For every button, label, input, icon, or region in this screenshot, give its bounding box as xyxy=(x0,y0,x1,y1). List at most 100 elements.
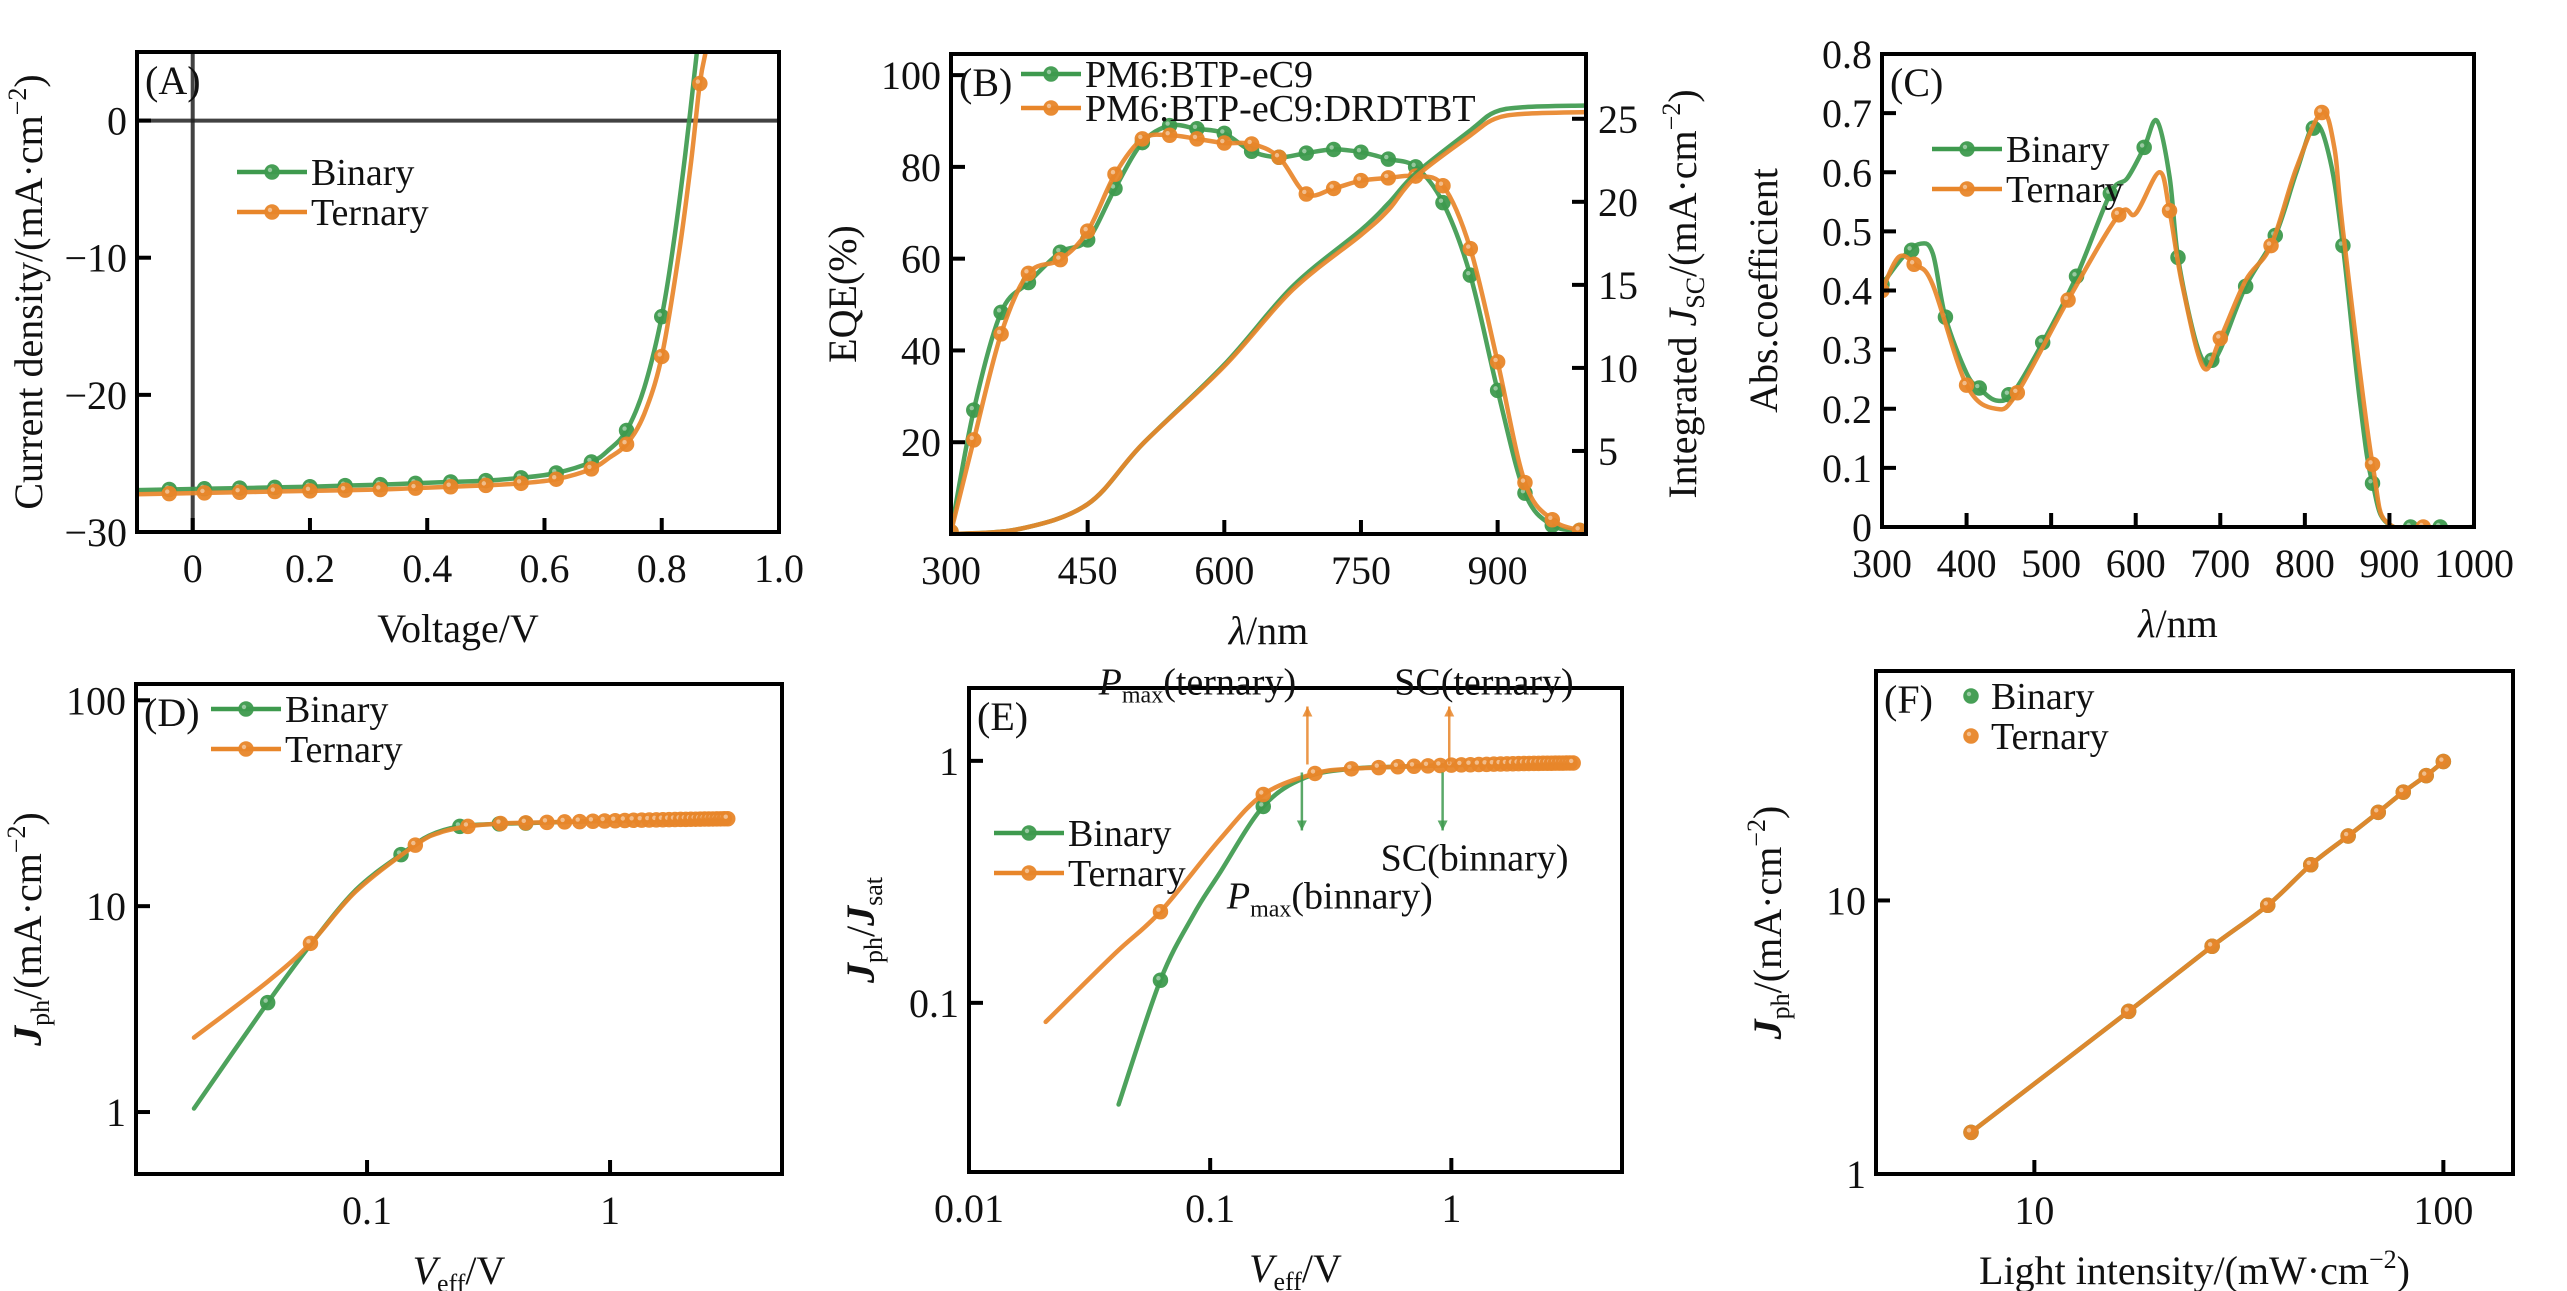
y-tick-label: 0.8 xyxy=(1822,32,1872,77)
legend-item-ternary: Ternary xyxy=(994,853,1186,895)
y-tick-label: 0.1 xyxy=(1822,446,1872,491)
data-point-highlight xyxy=(2004,390,2010,395)
legend-item-ternary: Ternary xyxy=(1963,716,2109,758)
data-point-binary xyxy=(1325,141,1342,158)
data-point-ternary xyxy=(1161,127,1178,143)
chart-panel-c: 300 400 500 600 700 800 900 1000 0 0.1 0.2 0.3 0.4 0.… xyxy=(1741,32,2514,646)
y2-axis-label: Integrated JSC/(mA·cm−2) xyxy=(1657,89,1710,498)
data-point-highlight xyxy=(657,312,662,317)
data-point-highlight xyxy=(1259,790,1264,795)
data-point-ternary xyxy=(302,935,319,952)
y-tick-label: 60 xyxy=(901,237,941,282)
y-tick-label: 1 xyxy=(106,1090,126,1135)
annotation-label: SC(ternary) xyxy=(1394,661,1573,703)
x-tick-label: 1.0 xyxy=(754,546,804,591)
data-point-highlight xyxy=(2343,831,2349,837)
data-point-highlight xyxy=(1156,976,1161,981)
x-tick-label: 0.2 xyxy=(285,546,335,591)
data-point-highlight xyxy=(2207,942,2213,947)
legend-marker-binary xyxy=(1043,66,1059,82)
data-point-highlight xyxy=(270,487,275,492)
data-point-ternary xyxy=(2212,330,2229,347)
data-point-ternary xyxy=(513,475,529,492)
y2-tick-label: 15 xyxy=(1598,263,1638,308)
data-point-binary xyxy=(1971,380,1988,396)
y-axis-label: Current density/(mA·cm−2) xyxy=(3,74,51,509)
data-point-ternary xyxy=(231,484,248,500)
data-point-binary xyxy=(259,994,276,1011)
data-point-ternary xyxy=(1307,765,1323,782)
x-tick-label: 750 xyxy=(1331,548,1391,593)
data-point-highlight xyxy=(1966,731,1972,737)
y2-tick-label: 5 xyxy=(1598,429,1618,474)
x-tick-label: 0.4 xyxy=(402,546,452,591)
data-point-highlight xyxy=(305,486,311,492)
data-point-ternary xyxy=(2259,897,2276,914)
series-line-pm6-btp-ec9-drdtbt xyxy=(951,132,1582,534)
y-tick-label: 40 xyxy=(901,328,941,373)
data-point-highlight xyxy=(2263,901,2268,906)
data-point-highlight xyxy=(1411,162,1416,168)
y-axis-label: Jph/Jsat xyxy=(838,876,888,984)
data-point-highlight xyxy=(969,435,974,441)
legend-label-ternary: Ternary xyxy=(1068,853,1186,895)
data-point-highlight xyxy=(1046,69,1052,75)
data-point-binary xyxy=(2136,139,2152,156)
series-line-binary xyxy=(1116,760,1576,1107)
data-point-ternary xyxy=(2161,202,2178,219)
data-point-highlight xyxy=(2072,272,2077,277)
data-point-ternary xyxy=(2370,804,2386,821)
data-point-highlight xyxy=(1220,138,1225,144)
x-axis-label: λ/nm xyxy=(2137,601,2218,646)
data-point-ternary xyxy=(966,432,982,448)
data-point-highlight xyxy=(2306,860,2311,866)
data-point-highlight xyxy=(1110,184,1116,189)
panel-label: (A) xyxy=(145,58,201,103)
data-point-highlight xyxy=(1466,270,1471,276)
data-point-highlight xyxy=(1438,181,1444,186)
data-point-highlight xyxy=(235,488,240,493)
data-point-ternary xyxy=(2204,938,2220,955)
data-point-ternary xyxy=(2395,784,2412,800)
data-point-highlight xyxy=(1909,260,1915,265)
data-point-ternary xyxy=(2435,753,2452,770)
x-axis-label: Light intensity/(mW·cm−2) xyxy=(1979,1245,2410,1291)
series-line-binary xyxy=(137,52,700,493)
data-point-highlight xyxy=(1329,184,1334,189)
data-point-ternary xyxy=(2364,456,2381,473)
chart-panel-b: 300 450 600 750 900 20 40 60 80 100 5 10 15 20 25 (B) λ/… xyxy=(820,52,1710,653)
data-point-ternary xyxy=(196,485,213,501)
x-tick-label: 300 xyxy=(921,548,981,593)
data-point-highlight xyxy=(996,329,1002,335)
y-axis-label: Jph/(mA·cm−2) xyxy=(2,812,55,1047)
data-point-ternary xyxy=(1565,755,1581,771)
data-point-ternary xyxy=(1371,759,1387,776)
data-point-highlight xyxy=(587,457,592,463)
x-axis-label: Veff/V xyxy=(413,1248,506,1291)
data-point-ternary xyxy=(1052,251,1069,268)
data-point-highlight xyxy=(1356,176,1362,181)
data-point-highlight xyxy=(263,998,268,1003)
x-tick-label: 0 xyxy=(183,546,203,591)
plot-frame xyxy=(135,50,781,534)
data-point-highlight xyxy=(1474,760,1480,765)
x-tick-label: 600 xyxy=(2106,541,2166,586)
legend-marker-ternary xyxy=(238,741,254,757)
chart-panel-f: 10 100 1 10 (F) Light intensity/(mW·cm−2) Jph/… xyxy=(1742,669,2515,1291)
y-tick-label: 100 xyxy=(881,53,941,98)
data-point-highlight xyxy=(1575,526,1580,531)
data-point-ternary xyxy=(653,348,670,365)
x-axis-label: Voltage/V xyxy=(377,606,539,651)
y-axis-label: Abs.coefficient xyxy=(1741,168,1786,413)
data-point-highlight xyxy=(1138,134,1143,140)
data-point-highlight xyxy=(611,816,616,821)
data-point-highlight xyxy=(1548,515,1553,520)
data-point-ternary xyxy=(1963,1124,1979,1141)
data-point-highlight xyxy=(1975,383,1980,389)
y2-tick-label: 25 xyxy=(1598,97,1638,142)
data-point-ternary xyxy=(1079,223,1096,239)
data-point-highlight xyxy=(1493,386,1498,391)
